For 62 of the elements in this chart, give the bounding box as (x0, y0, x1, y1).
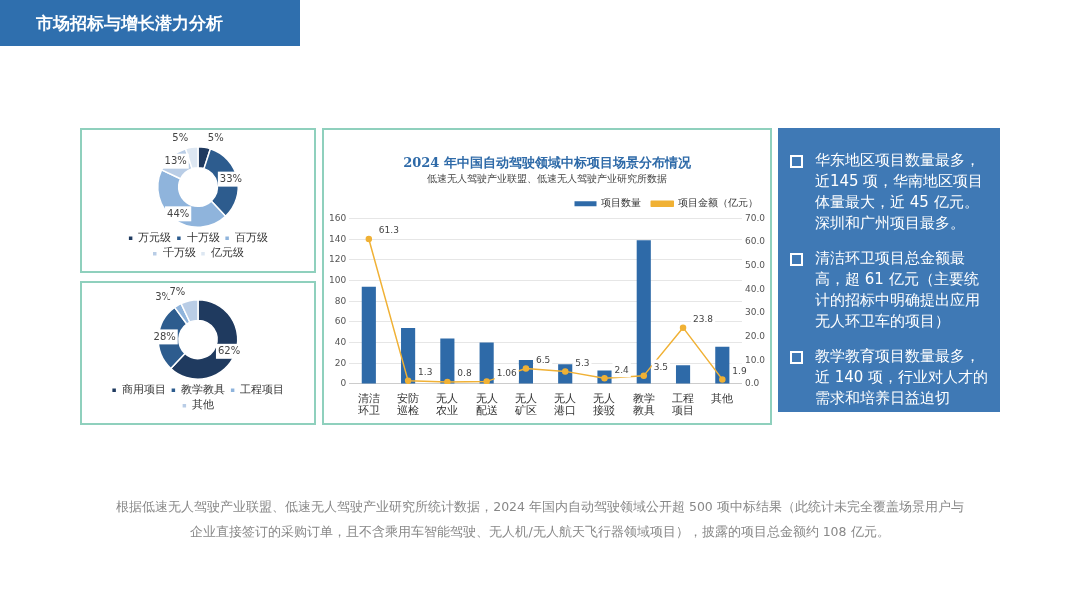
data-label: 61.3 (378, 225, 399, 236)
data-label: 62% (217, 345, 241, 357)
legend-label: 工程项目 (240, 382, 285, 395)
text: 根据低速无人驾驶产业联盟、低速无人驾驶产业研究所统计数据，2024 年国内自动驾驶领域公开超 500 项中标结果（此统计未完全覆盖场景用户与企业直接签订的采购订单，且不含乘用车智能驾驶、无人机/无人航天飞行器领域项目），披露的项目总金额约 108 亿元。 (115, 498, 965, 541)
text: 教学教育项目数量最多，近 140 项，行业对人才的需求和培养日益迫切 (815, 346, 990, 409)
y-tick-label: 80 (334, 295, 347, 306)
data-label: 28% (153, 331, 176, 342)
x-tick-label: 无人接驳 (593, 392, 616, 416)
y2-tick-label: 50.0 (744, 260, 766, 271)
legend-label: 项目数量 (601, 197, 642, 209)
legend-label: 项目金额（亿元） (678, 197, 758, 209)
legend-label: 万元级 (138, 230, 172, 243)
data-label: 3.5 (653, 361, 669, 372)
x-tick-label: 清洁环卫 (357, 392, 380, 416)
data-label: 5% (172, 131, 189, 143)
y-tick-label: 20 (334, 357, 347, 368)
data-label: 5.3 (575, 357, 590, 368)
x-tick-label: 无人配送 (475, 392, 498, 416)
data-label: 5% (207, 131, 224, 143)
chart-title: 2024 年中国自动驾驶领域中标项目场景分布情况 (403, 155, 692, 171)
data-label: 1.3 (418, 367, 433, 378)
legend-label: 亿元级 (209, 246, 244, 259)
y2-tick-label: 0.0 (744, 378, 760, 389)
x-tick-label: 无人港口 (554, 392, 577, 416)
text: 清洁环卫项目总金额最高，超 61 亿元（主要统计的招标中明确提出应用无人环卫车的项目） (815, 248, 981, 332)
x-tick-label: 无人矿区 (513, 392, 537, 416)
legend-label: 教学教具 (181, 382, 226, 395)
y-tick-label: 0 (340, 378, 347, 389)
y2-tick-label: 70.0 (744, 212, 766, 223)
y-tick-label: 60 (334, 316, 347, 327)
y-tick-label: 100 (328, 274, 347, 285)
y2-tick-label: 20.0 (744, 330, 766, 341)
data-label: 0.8 (457, 368, 472, 379)
data-label: 44% (167, 207, 190, 219)
y-tick-label: 120 (328, 254, 347, 265)
y-tick-label: 140 (328, 233, 347, 244)
y-tick-label: 160 (328, 212, 347, 223)
legend-label: 商用项目 (121, 382, 166, 395)
data-label: 23.8 (693, 314, 714, 325)
data-label: 7% (169, 285, 186, 297)
x-tick-label: 教学教具 (632, 392, 655, 416)
chart-subtitle: 低速无人驾驶产业联盟、低速无人驾驶产业研究所数据 (427, 172, 667, 184)
data-label: 1.9 (732, 365, 747, 376)
data-label: 33% (219, 173, 243, 185)
legend-label: 百万级 (234, 230, 268, 243)
legend-label: 千万级 (162, 246, 196, 259)
data-label: 1.06 (496, 367, 517, 378)
x-tick-label: 其他 (711, 392, 734, 405)
text: 华东地区项目数量最多，近145 项，华南地区项目体量最大，近 45 亿元。深圳和广州项目最多。 (815, 150, 985, 234)
y2-tick-label: 30.0 (744, 307, 766, 318)
y2-tick-label: 40.0 (744, 283, 766, 294)
x-tick-label: 安防巡检 (397, 392, 420, 416)
x-tick-label: 无人农业 (436, 392, 459, 416)
y2-tick-label: 10.0 (744, 354, 766, 365)
legend-label: 十万级 (186, 230, 220, 243)
y2-tick-label: 60.0 (744, 236, 766, 247)
text: 市场招标与增长潜力分析 (0, 0, 300, 46)
data-label: 2.4 (614, 364, 630, 375)
data-label: 6.5 (535, 354, 551, 365)
data-label: 13% (164, 155, 187, 167)
y-tick-label: 40 (334, 336, 347, 347)
x-tick-label: 工程项目 (672, 392, 695, 416)
